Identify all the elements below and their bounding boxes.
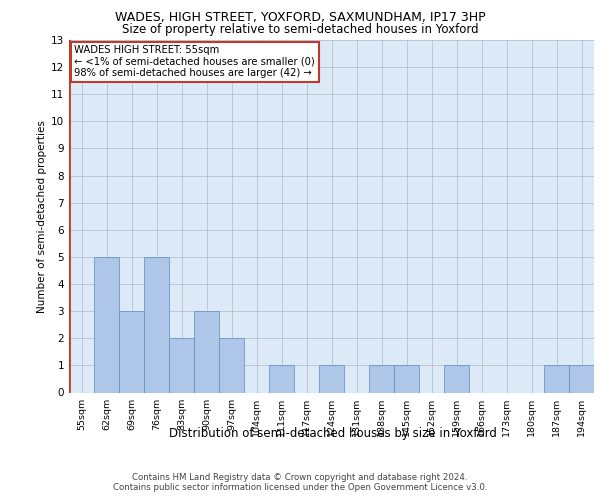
Bar — [319, 366, 344, 392]
Bar — [569, 366, 594, 392]
Text: WADES HIGH STREET: 55sqm
← <1% of semi-detached houses are smaller (0)
98% of se: WADES HIGH STREET: 55sqm ← <1% of semi-d… — [74, 46, 315, 78]
Bar — [169, 338, 194, 392]
Bar — [544, 366, 569, 392]
Bar — [444, 366, 469, 392]
Bar — [194, 311, 219, 392]
Bar — [119, 311, 144, 392]
Bar — [269, 366, 294, 392]
Bar — [369, 366, 394, 392]
Bar — [219, 338, 244, 392]
Bar — [144, 257, 169, 392]
Text: Contains public sector information licensed under the Open Government Licence v3: Contains public sector information licen… — [113, 484, 487, 492]
Text: Contains HM Land Registry data © Crown copyright and database right 2024.: Contains HM Land Registry data © Crown c… — [132, 472, 468, 482]
Bar — [394, 366, 419, 392]
Text: Distribution of semi-detached houses by size in Yoxford: Distribution of semi-detached houses by … — [169, 428, 497, 440]
Text: Size of property relative to semi-detached houses in Yoxford: Size of property relative to semi-detach… — [122, 22, 478, 36]
Bar — [94, 257, 119, 392]
Text: WADES, HIGH STREET, YOXFORD, SAXMUNDHAM, IP17 3HP: WADES, HIGH STREET, YOXFORD, SAXMUNDHAM,… — [115, 11, 485, 24]
Y-axis label: Number of semi-detached properties: Number of semi-detached properties — [37, 120, 47, 312]
